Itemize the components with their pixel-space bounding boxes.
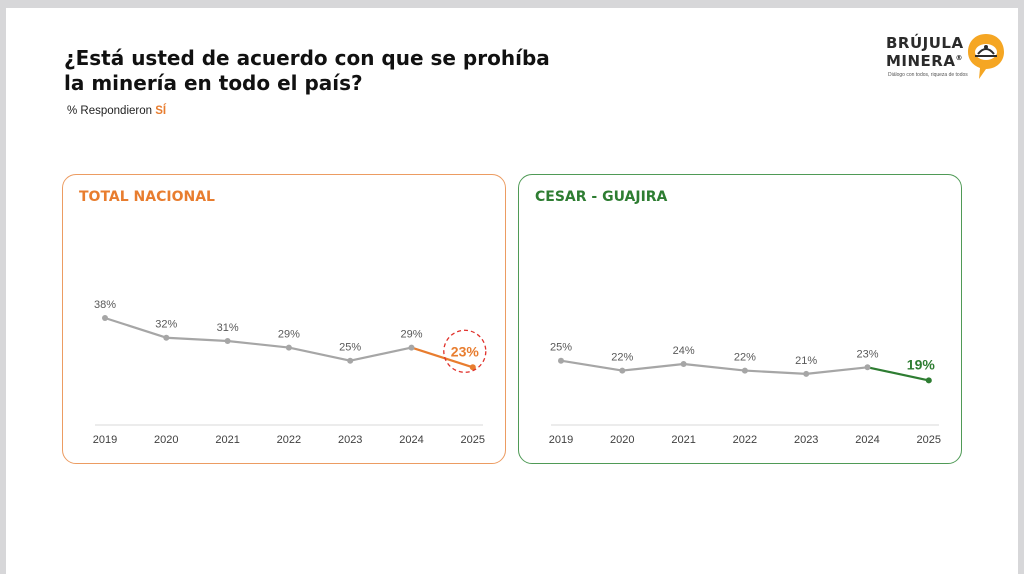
x-tick-label: 2021 — [671, 434, 695, 446]
data-label: 25% — [339, 342, 361, 354]
series-line-highlight — [411, 346, 474, 369]
data-point — [864, 364, 871, 371]
x-tick-label: 2019 — [549, 434, 573, 446]
subtitle-prefix: % Respondieron — [67, 105, 156, 117]
data-point — [619, 367, 626, 374]
slide: ¿Está usted de acuerdo con que se prohíb… — [6, 8, 1018, 574]
title-line-2: la minería en todo el país? — [64, 71, 363, 95]
panel-total-nacional: TOTAL NACIONAL 38% 2019 32% 2020 31% 2021 29% 2… — [62, 174, 506, 464]
title-line-1: ¿Está usted de acuerdo con que se prohíb… — [64, 46, 550, 70]
data-point — [285, 344, 292, 351]
chart-title: TOTAL NACIONAL — [79, 189, 215, 205]
compass-speech-bubble-icon — [968, 34, 1004, 79]
data-point — [469, 364, 476, 371]
x-tick-label: 2020 — [610, 434, 634, 446]
data-point — [680, 361, 687, 367]
logo-registered: ® — [955, 54, 963, 62]
data-point — [102, 315, 108, 321]
series-line — [104, 316, 412, 362]
panel-cesar-guajira: CESAR - GUAJIRA 25% 2019 22% 2020 24% 2021 22%… — [518, 174, 962, 464]
chart-title: CESAR - GUAJIRA — [535, 189, 668, 205]
data-point — [558, 357, 564, 364]
x-tick-label: 2024 — [855, 434, 879, 446]
x-tick-label: 2024 — [399, 434, 423, 446]
logo-line-1: BRÚJULA — [886, 34, 964, 52]
logo-line-2: MINERA — [886, 52, 956, 70]
data-point — [224, 338, 231, 344]
data-point — [408, 344, 415, 351]
data-point — [163, 334, 170, 341]
data-label: 22% — [734, 352, 756, 364]
brujula-minera-logo: BRÚJULA MINERA® Diálogo con todos, rique… — [886, 32, 1010, 92]
x-tick-label: 2021 — [215, 434, 239, 446]
subtitle: % Respondieron SÍ — [67, 105, 166, 117]
x-tick-label: 2020 — [154, 434, 178, 446]
series-line-highlight — [867, 366, 930, 382]
data-label: 29% — [400, 329, 422, 341]
series-line — [560, 359, 868, 375]
x-tick-label: 2022 — [277, 434, 301, 446]
data-point — [925, 377, 932, 384]
x-tick-label: 2019 — [93, 434, 117, 446]
x-tick-label: 2025 — [461, 434, 485, 446]
data-label: 21% — [795, 355, 817, 367]
data-point — [741, 367, 748, 374]
data-label: 24% — [673, 345, 695, 357]
logo-wordmark: BRÚJULA MINERA® — [886, 36, 964, 69]
page-title: ¿Está usted de acuerdo con que se prohíb… — [64, 46, 550, 96]
data-point — [803, 370, 810, 377]
data-label: 32% — [155, 319, 177, 331]
data-label: 38% — [94, 299, 116, 311]
x-tick-label: 2025 — [917, 434, 941, 446]
data-label: 23% — [856, 348, 878, 360]
data-label: 23% — [451, 343, 480, 359]
x-tick-label: 2023 — [338, 434, 362, 446]
data-label: 19% — [907, 356, 936, 372]
x-tick-label: 2022 — [733, 434, 757, 446]
data-label: 29% — [278, 329, 300, 341]
data-label: 22% — [611, 352, 633, 364]
data-point — [347, 357, 354, 364]
x-tick-label: 2023 — [794, 434, 818, 446]
chart-cesar-guajira: 25% 2019 22% 2020 24% 2021 22% 2022 21% 2023 23% 20… — [549, 342, 941, 446]
logo-tagline: Diálogo con todos, riqueza de todos — [888, 72, 968, 78]
data-label: 31% — [217, 322, 239, 334]
chart-total-nacional: 38% 2019 32% 2020 31% 2021 29% 2022 25% 2023 29% 20… — [93, 299, 487, 446]
subtitle-highlight: SÍ — [155, 105, 167, 117]
data-label: 25% — [550, 342, 572, 354]
